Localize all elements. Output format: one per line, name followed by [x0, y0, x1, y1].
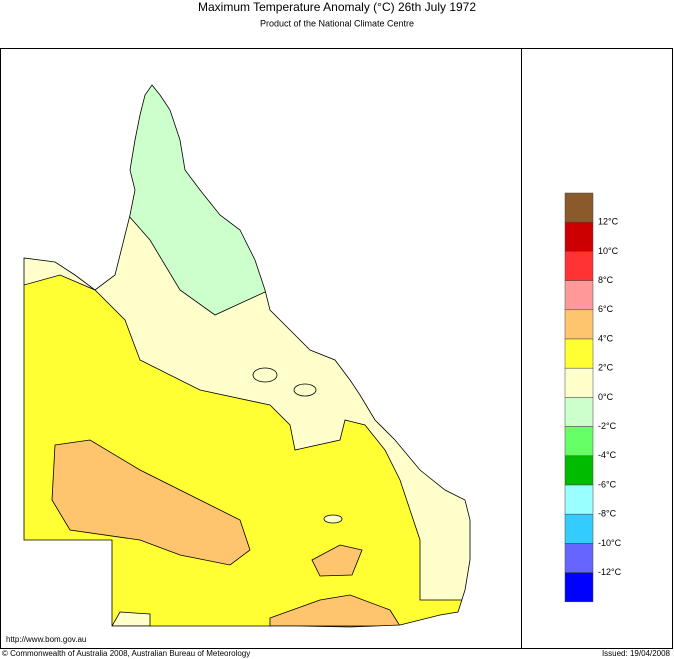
legend-swatch [564, 309, 594, 340]
legend-label: 10°C [598, 246, 619, 256]
legend-swatch [564, 221, 594, 252]
legend-swatch [564, 397, 594, 427]
legend-label: -8°C [598, 509, 617, 519]
legend-swatch [564, 572, 594, 603]
legend-label: 4°C [598, 333, 614, 343]
legend-label: -2°C [598, 421, 617, 431]
region-0-2 [323, 514, 343, 524]
legend-swatch [564, 543, 594, 573]
region-0-2 [293, 383, 317, 397]
legend-label: 0°C [598, 392, 614, 402]
legend-swatch [564, 513, 594, 544]
subtitle: Product of the National Climate Centre [260, 18, 414, 28]
footer-issued: Issued: 19/04/2008 [602, 649, 671, 658]
legend-label: -4°C [598, 450, 617, 460]
legend-swatch [564, 484, 594, 515]
legend: 12°C 10°C 8°C 6°C 4°C 2°C 0°C -2°C -4°C -6°C -8°C -… [564, 192, 622, 603]
title: Maximum Temperature Anomaly (°C) 26th Ju… [198, 0, 476, 14]
legend-label: -6°C [598, 479, 617, 489]
legend-label: -12°C [598, 567, 622, 577]
legend-label: 12°C [598, 217, 619, 227]
legend-swatch [564, 251, 594, 281]
legend-swatch [564, 455, 594, 486]
footer-copyright: © Commonwealth of Australia 2008, Austra… [2, 649, 250, 658]
footer-url: http://www.bom.gov.au [6, 635, 86, 644]
legend-swatch [564, 280, 594, 311]
legend-label: 2°C [598, 363, 614, 373]
legend-swatch [564, 367, 594, 398]
legend-label: 8°C [598, 275, 614, 285]
anomaly-regions [24, 85, 470, 627]
legend-swatch [564, 426, 594, 457]
legend-label: -10°C [598, 538, 622, 548]
region-4-6 [311, 544, 363, 577]
legend-swatch [564, 338, 594, 369]
region-4-6 [51, 439, 251, 566]
legend-swatch [564, 192, 594, 223]
frame [0, 48, 673, 649]
legend-label: 6°C [598, 304, 614, 314]
region-0-2 [252, 367, 278, 383]
